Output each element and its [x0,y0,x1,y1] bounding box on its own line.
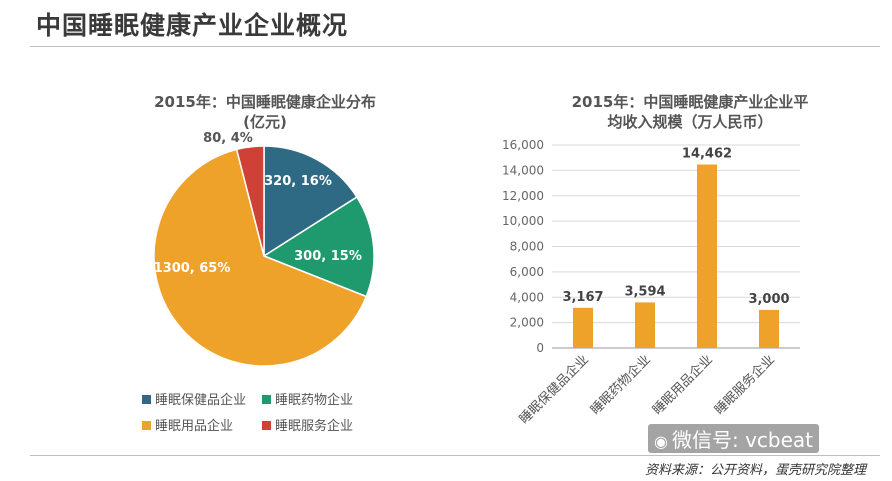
x-category-label: 睡眠保健品企业 [516,352,592,428]
y-tick-label: 8,000 [510,240,544,254]
legend-swatch [142,421,151,430]
pie-data-label: 300, 15% [294,249,362,264]
pie-title-line1: 2015年：中国睡眠健康企业分布 [154,93,376,111]
legend-label: 睡眠保健品企业 [155,393,247,408]
pie-data-label: 320, 16% [264,174,332,189]
bar-title-line1: 2015年：中国睡眠健康产业企业平 [571,93,809,111]
y-tick-label: 0 [536,341,544,355]
bar-value-label: 14,462 [682,147,732,162]
pie-slice [262,196,375,298]
pie-slice [235,145,265,257]
legend-swatch [142,395,151,404]
bar [573,307,593,348]
bar [759,309,779,348]
legend-item-services: 睡眠服务企业 [262,415,353,434]
page-title: 中国睡眠健康产业企业概况 [36,11,349,40]
pie-title-line2: (亿元) [243,113,287,131]
legend-swatch [262,421,271,430]
y-tick-label: 12,000 [502,189,544,203]
wechat-icon: ◉ [654,432,668,451]
y-tick-label: 16,000 [502,138,544,152]
x-category-label: 睡眠服务企业 [711,352,777,418]
bar [635,302,655,348]
pie-data-label: 1300, 65% [154,261,231,276]
bar [697,164,717,348]
y-tick-label: 2,000 [510,316,544,330]
pie-slice [263,145,358,258]
footer-divider [30,455,880,456]
title-divider [30,46,880,47]
bar-value-label: 3,167 [562,290,603,305]
x-category-label: 睡眠药物企业 [587,352,653,418]
bar-chart-title: 2015年：中国睡眠健康产业企业平 均收入规模（万人民币） [525,92,855,132]
watermark: ◉ 微信号: vcbeat [648,424,819,453]
source-note: 资料来源：公开资料，蛋壳研究院整理 [644,463,866,478]
pie-chart-title: 2015年：中国睡眠健康企业分布 (亿元) [120,92,410,132]
x-category-label: 睡眠用品企业 [649,352,715,418]
y-tick-label: 14,000 [502,163,544,177]
legend-label: 睡眠用品企业 [155,419,234,434]
legend-label: 睡眠药物企业 [275,393,354,408]
legend-item-supplies: 睡眠用品企业 [142,415,233,434]
y-tick-label: 6,000 [510,265,544,279]
legend-item-health-products: 睡眠保健品企业 [142,389,246,408]
bar-title-line2: 均收入规模（万人民币） [607,113,773,131]
legend-swatch [262,395,271,404]
legend-label: 睡眠服务企业 [275,419,354,434]
y-tick-label: 10,000 [502,214,544,228]
y-tick-label: 4,000 [510,290,544,304]
legend-item-drugs: 睡眠药物企业 [262,389,353,408]
watermark-text: 微信号: vcbeat [671,428,813,452]
bar-value-label: 3,594 [624,284,665,299]
bar-value-label: 3,000 [748,292,789,307]
pie-data-label: 80, 4% [203,131,253,146]
pie-slice [153,148,368,367]
